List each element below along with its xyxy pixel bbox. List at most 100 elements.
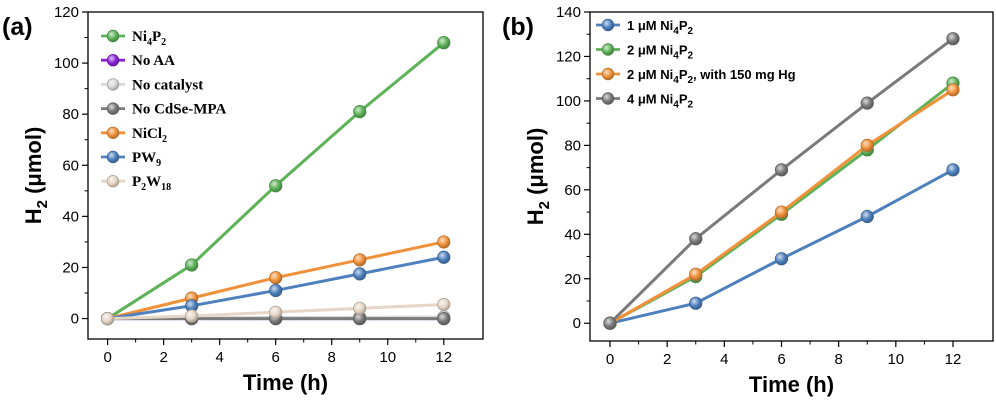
- data-point: [353, 301, 367, 315]
- legend-marker: [106, 102, 120, 115]
- plot-frame: [589, 11, 994, 342]
- y-tick-label: 0: [573, 315, 581, 332]
- y-tick-label: 40: [564, 226, 581, 243]
- x-tick-label: 12: [945, 351, 962, 368]
- data-point: [689, 267, 703, 281]
- legend-label: No CdSe-MPA: [132, 102, 226, 118]
- y-tick-label: 100: [556, 93, 581, 110]
- data-point: [437, 297, 451, 312]
- legend-label: Ni4P2: [132, 29, 166, 48]
- legend-item: 1 μM Ni4P2: [596, 18, 693, 37]
- x-tick-label: 2: [159, 349, 167, 366]
- data-point: [774, 205, 789, 219]
- data-point: [269, 305, 283, 319]
- plot-frame: [87, 11, 484, 340]
- data-point: [353, 267, 367, 281]
- legend-marker: [106, 174, 120, 188]
- y-tick-label: 60: [564, 182, 581, 199]
- legend-label: 2 μM Ni4P2: [627, 43, 693, 62]
- legend-label: No AA: [132, 53, 175, 69]
- x-tick-label: 0: [103, 349, 111, 366]
- y-tick-label: 80: [62, 106, 79, 123]
- data-point: [437, 36, 451, 50]
- legend-item: 2 μM Ni4P2, with 150 mg Hg: [596, 67, 796, 86]
- legend-label: PW9: [132, 150, 161, 169]
- legend-label: 2 μM Ni4P2, with 150 mg Hg: [627, 67, 796, 86]
- legend-item: No CdSe-MPA: [101, 102, 226, 118]
- x-tick-label: 8: [328, 349, 336, 366]
- y-tick-label: 0: [71, 311, 79, 328]
- x-tick-label: 10: [887, 351, 904, 368]
- x-tick-label: 2: [663, 351, 671, 368]
- x-tick-label: 6: [272, 349, 280, 366]
- legend-marker: [106, 126, 120, 140]
- data-point: [101, 311, 115, 326]
- legend-label: 4 μM Ni4P2: [627, 92, 693, 111]
- x-axis-title: Time (h): [749, 372, 834, 397]
- x-tick-label: 0: [606, 351, 614, 368]
- x-tick-label: 8: [834, 351, 842, 368]
- series-4-m-ni4p2: [603, 32, 960, 330]
- y-axis-title: H2 (μmol): [21, 127, 51, 225]
- data-point: [353, 253, 367, 267]
- panel-label: (b): [502, 13, 534, 41]
- x-tick-label: 4: [720, 351, 728, 368]
- data-point: [269, 179, 283, 193]
- data-point: [689, 296, 703, 310]
- x-tick-label: 12: [435, 349, 452, 366]
- legend: Ni4P2 No AA No catalyst No CdSe-MPA NiCl2 PW9…: [101, 29, 226, 193]
- series-p2w18: [101, 297, 451, 326]
- y-tick-label: 140: [556, 4, 581, 21]
- x-axis-title: Time (h): [243, 370, 328, 395]
- legend-item: No catalyst: [101, 77, 203, 93]
- data-point: [946, 163, 960, 177]
- panel-label: (a): [2, 13, 33, 41]
- series-line: [609, 81, 954, 325]
- legend-marker: [601, 92, 615, 105]
- legend-label: P2W18: [132, 174, 171, 193]
- legend-item: NiCl2: [101, 126, 167, 145]
- legend-item: PW9: [101, 150, 161, 169]
- legend-item: Ni4P2: [101, 29, 166, 48]
- legend-label: 1 μM Ni4P2: [627, 18, 693, 37]
- data-point: [269, 283, 283, 298]
- series-line: [609, 168, 954, 325]
- legend-item: 4 μM Ni4P2: [596, 92, 693, 111]
- y-tick-label: 120: [556, 48, 581, 65]
- data-point: [437, 250, 451, 264]
- data-point: [353, 105, 367, 119]
- data-point: [269, 271, 283, 285]
- legend-marker: [106, 29, 120, 43]
- data-point: [774, 163, 789, 177]
- y-tick-label: 20: [62, 259, 79, 276]
- x-tick-label: 10: [379, 349, 396, 366]
- series-2-m-ni4p2: [603, 76, 960, 330]
- legend-marker: [106, 54, 120, 67]
- legend-marker: [601, 18, 615, 32]
- data-point: [689, 232, 703, 246]
- data-point: [774, 252, 789, 266]
- legend-marker: [601, 67, 615, 81]
- series-1-m-ni4p2: [603, 163, 960, 330]
- legend-item: 2 μM Ni4P2: [596, 43, 693, 62]
- legend-item: No AA: [101, 53, 175, 69]
- data-point: [860, 209, 874, 224]
- y-axis-title: H2 (μmol): [523, 128, 553, 226]
- data-point: [860, 138, 874, 152]
- legend: 1 μM Ni4P2 2 μM Ni4P2 2 μM Ni4P2, with 150…: [596, 18, 796, 111]
- data-point: [946, 32, 960, 46]
- x-tick-label: 4: [215, 349, 223, 366]
- data-point: [185, 258, 199, 272]
- legend-marker: [106, 150, 120, 164]
- legend-item: P2W18: [101, 174, 171, 193]
- y-tick-label: 120: [54, 4, 79, 21]
- legend-marker: [106, 78, 120, 91]
- legend-marker: [601, 43, 615, 56]
- data-point: [603, 316, 617, 330]
- data-point: [185, 309, 199, 323]
- data-point: [437, 235, 451, 249]
- y-tick-label: 40: [62, 208, 79, 225]
- y-tick-label: 20: [564, 271, 581, 288]
